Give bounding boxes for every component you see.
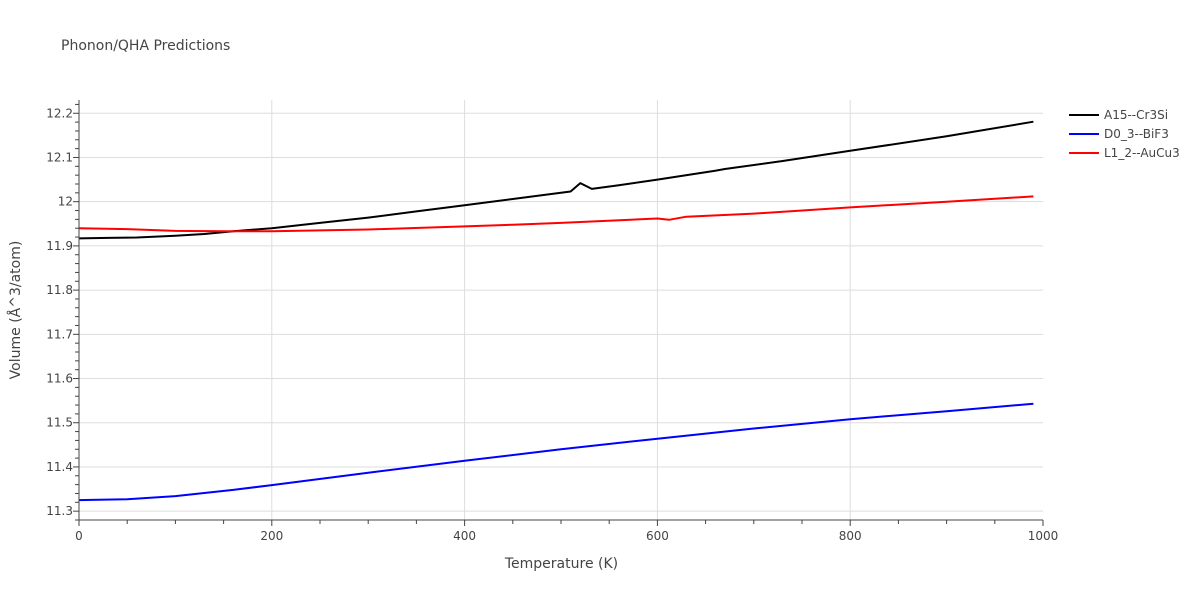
axes: 11.3 11.4 11.5 11.6 11.7 11.8 11.9 12 12.1 12.2 0 2… <box>46 100 1058 543</box>
series-line-1 <box>78 402 1034 502</box>
y-tick-label: 12 <box>58 195 73 209</box>
y-tick-label: 11.4 <box>46 460 73 474</box>
y-tick-label: 11.6 <box>46 372 73 386</box>
legend-item[interactable]: D0_3--BiF3 <box>1069 127 1169 141</box>
y-tick-label: 11.9 <box>46 239 73 253</box>
legend[interactable]: A15--Cr3Si D0_3--BiF3 L1_2--AuCu3 <box>1069 108 1180 160</box>
x-tick-label: 800 <box>839 529 862 543</box>
series-layer <box>78 120 1034 502</box>
legend-label: A15--Cr3Si <box>1104 108 1168 122</box>
x-tick-label: 400 <box>453 529 476 543</box>
chart-title: Phonon/QHA Predictions <box>61 38 230 54</box>
x-tick-label: 600 <box>646 529 669 543</box>
y-tick-label: 11.7 <box>46 327 73 341</box>
x-tick-label: 1000 <box>1028 529 1059 543</box>
x-tick-label: 0 <box>75 529 83 543</box>
series-line-2 <box>78 195 1034 233</box>
legend-label: D0_3--BiF3 <box>1104 127 1169 141</box>
legend-item[interactable]: A15--Cr3Si <box>1069 108 1168 122</box>
grid <box>79 100 1043 520</box>
y-axis-title: Volume (Å^3/atom) <box>7 241 24 380</box>
y-tick-label: 12.2 <box>46 106 73 120</box>
y-tick-label: 11.8 <box>46 283 73 297</box>
x-tick-label: 200 <box>260 529 283 543</box>
y-tick-label: 11.3 <box>46 504 73 518</box>
series-line-0 <box>78 120 1034 240</box>
y-tick-label: 12.1 <box>46 150 73 164</box>
y-tick-label: 11.5 <box>46 416 73 430</box>
legend-item[interactable]: L1_2--AuCu3 <box>1069 146 1180 160</box>
legend-label: L1_2--AuCu3 <box>1104 146 1180 160</box>
x-axis-title: Temperature (K) <box>504 556 618 572</box>
